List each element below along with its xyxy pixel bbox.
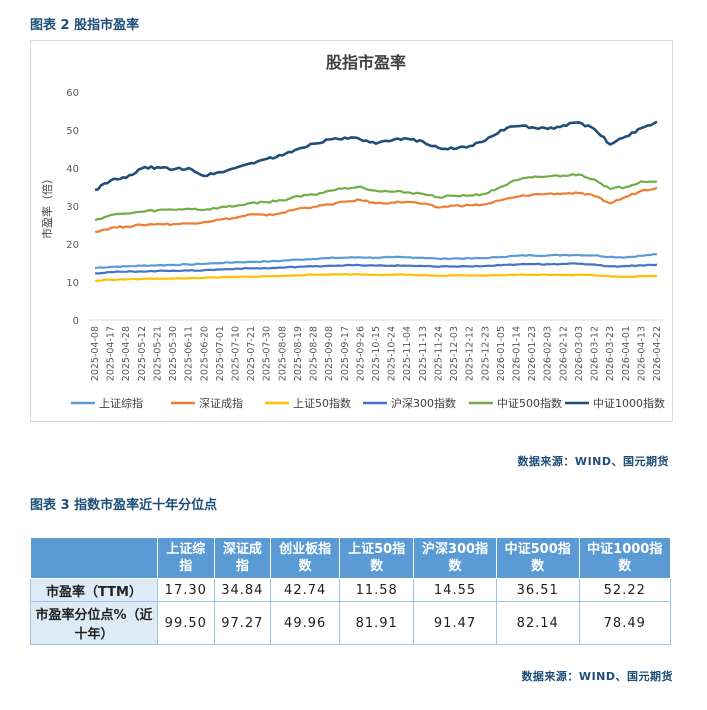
x-tick-label: 2026-01-23 [527, 326, 538, 381]
table-cell: 99.50 [157, 601, 215, 645]
legend-label: 深证成指 [199, 396, 243, 410]
table-cell: 36.51 [495, 578, 580, 602]
col-header: 深证成指 [213, 537, 272, 579]
x-tick-label: 2025-08-19 [293, 326, 304, 381]
x-tick-label: 2025-09-08 [324, 326, 335, 381]
table-cell: 81.91 [339, 601, 415, 645]
row-label: 市盈率（TTM） [30, 578, 158, 602]
table-cell: 52.22 [578, 578, 672, 602]
x-tick-label: 2025-11-13 [418, 326, 429, 381]
x-tick-label: 2025-07-01 [215, 326, 226, 381]
legend-label: 上证综指 [99, 396, 143, 410]
x-tick-label: 2025-10-15 [371, 326, 382, 381]
x-tick-label: 2026-01-05 [496, 326, 507, 381]
pe-percentile-table: 上证综指 深证成指 创业板指数 上证50指数 沪深300指数 中证500指数 中… [30, 537, 672, 645]
x-tick-label: 2025-06-20 [199, 326, 210, 381]
chart-container: 股指市盈率市盈率（倍） 0 10 20 30 40 50 60 2025-04-08 2025-0… [30, 40, 673, 422]
table-row: 市盈率分位点%（近十年） 99.50 97.27 49.96 81.91 91.… [30, 601, 672, 645]
legend-label: 中证1000指数 [593, 396, 665, 410]
x-tick-label: 2025-09-26 [355, 326, 366, 381]
x-tick-label: 2025-05-30 [168, 326, 179, 381]
y-tick-label: 50 [66, 126, 79, 137]
y-tick-label: 0 [73, 316, 79, 327]
x-tick-label: 2025-04-17 [106, 326, 117, 381]
legend-label: 中证500指数 [497, 396, 562, 410]
table-row: 市盈率（TTM） 17.30 34.84 42.74 11.58 14.55 3… [30, 578, 672, 602]
series-line-3 [94, 273, 658, 282]
x-tick-label: 2025-07-10 [231, 326, 242, 381]
table-cell: 91.47 [413, 601, 497, 645]
x-tick-label: 2025-04-28 [121, 326, 132, 381]
table-source: 数据来源：WIND、国元期货 [521, 670, 673, 683]
col-header: 上证综指 [157, 537, 215, 579]
x-tick-label: 2025-12-12 [465, 326, 476, 381]
table-cell: 49.96 [270, 601, 341, 645]
x-tick-label: 2025-07-30 [262, 326, 273, 381]
chart-caption: 图表 2 股指市盈率 [30, 18, 140, 33]
col-header: 中证1000指数 [578, 537, 672, 579]
table-caption: 图表 3 指数市盈率近十年分位点 [30, 498, 218, 513]
y-tick-label: 10 [66, 278, 79, 289]
x-tick-label: 2026-04-13 [636, 326, 647, 381]
row-label: 市盈率分位点%（近十年） [30, 601, 158, 645]
x-tick-label: 2025-08-28 [309, 326, 320, 381]
chart-title: 股指市盈率 [326, 53, 406, 72]
x-tick-label: 2026-03-23 [605, 326, 616, 381]
y-axis-label: 市盈率（倍） [40, 173, 54, 239]
x-tick-label: 2026-02-03 [543, 326, 554, 381]
x-tick-label: 2026-02-12 [558, 326, 569, 381]
x-tick-label: 2025-05-21 [152, 326, 163, 381]
x-tick-label: 2025-11-04 [402, 326, 413, 381]
x-tick-label: 2025-08-08 [277, 326, 288, 381]
series-line-4 [94, 262, 658, 275]
table-cell: 42.74 [270, 578, 341, 602]
series-line-6 [94, 120, 658, 192]
legend-label: 上证50指数 [293, 396, 351, 410]
series-line-2 [94, 186, 658, 233]
x-tick-label: 2025-11-24 [433, 326, 444, 381]
table-cell: 14.55 [413, 578, 497, 602]
col-header: 创业板指数 [270, 537, 341, 579]
series-line-1 [94, 253, 658, 269]
col-header: 上证50指数 [339, 537, 415, 579]
chart-source: 数据来源：WIND、国元期货 [517, 455, 669, 468]
x-tick-label: 2025-09-17 [340, 326, 351, 381]
col-header: 中证500指数 [495, 537, 580, 579]
table-corner [30, 537, 158, 579]
table-cell: 82.14 [495, 601, 580, 645]
x-tick-label: 2025-05-12 [137, 326, 148, 381]
table-cell: 97.27 [213, 601, 272, 645]
table-header-row: 上证综指 深证成指 创业板指数 上证50指数 沪深300指数 中证500指数 中… [30, 537, 672, 579]
x-tick-label: 2025-06-11 [184, 326, 195, 381]
x-tick-label: 2026-04-01 [621, 326, 632, 381]
y-tick-label: 60 [66, 88, 79, 99]
x-tick-label: 2026-03-03 [574, 326, 585, 381]
series-line-5 [94, 173, 658, 222]
table-cell: 78.49 [578, 601, 672, 645]
col-header: 沪深300指数 [413, 537, 497, 579]
y-tick-label: 30 [66, 202, 79, 213]
x-tick-label: 2025-12-23 [480, 326, 491, 381]
x-tick-label: 2026-04-22 [652, 326, 663, 381]
table-cell: 11.58 [339, 578, 415, 602]
x-tick-label: 2025-07-21 [246, 326, 257, 381]
x-tick-label: 2025-04-08 [90, 326, 101, 381]
table-cell: 17.30 [157, 578, 215, 602]
x-tick-label: 2025-12-03 [449, 326, 460, 381]
y-tick-label: 20 [66, 240, 79, 251]
x-tick-label: 2025-10-24 [387, 326, 398, 381]
legend-label: 沪深300指数 [391, 396, 456, 410]
y-tick-label: 40 [66, 164, 79, 175]
x-tick-label: 2026-03-12 [590, 326, 601, 381]
table-cell: 34.84 [213, 578, 272, 602]
x-tick-label: 2026-01-14 [512, 326, 523, 381]
